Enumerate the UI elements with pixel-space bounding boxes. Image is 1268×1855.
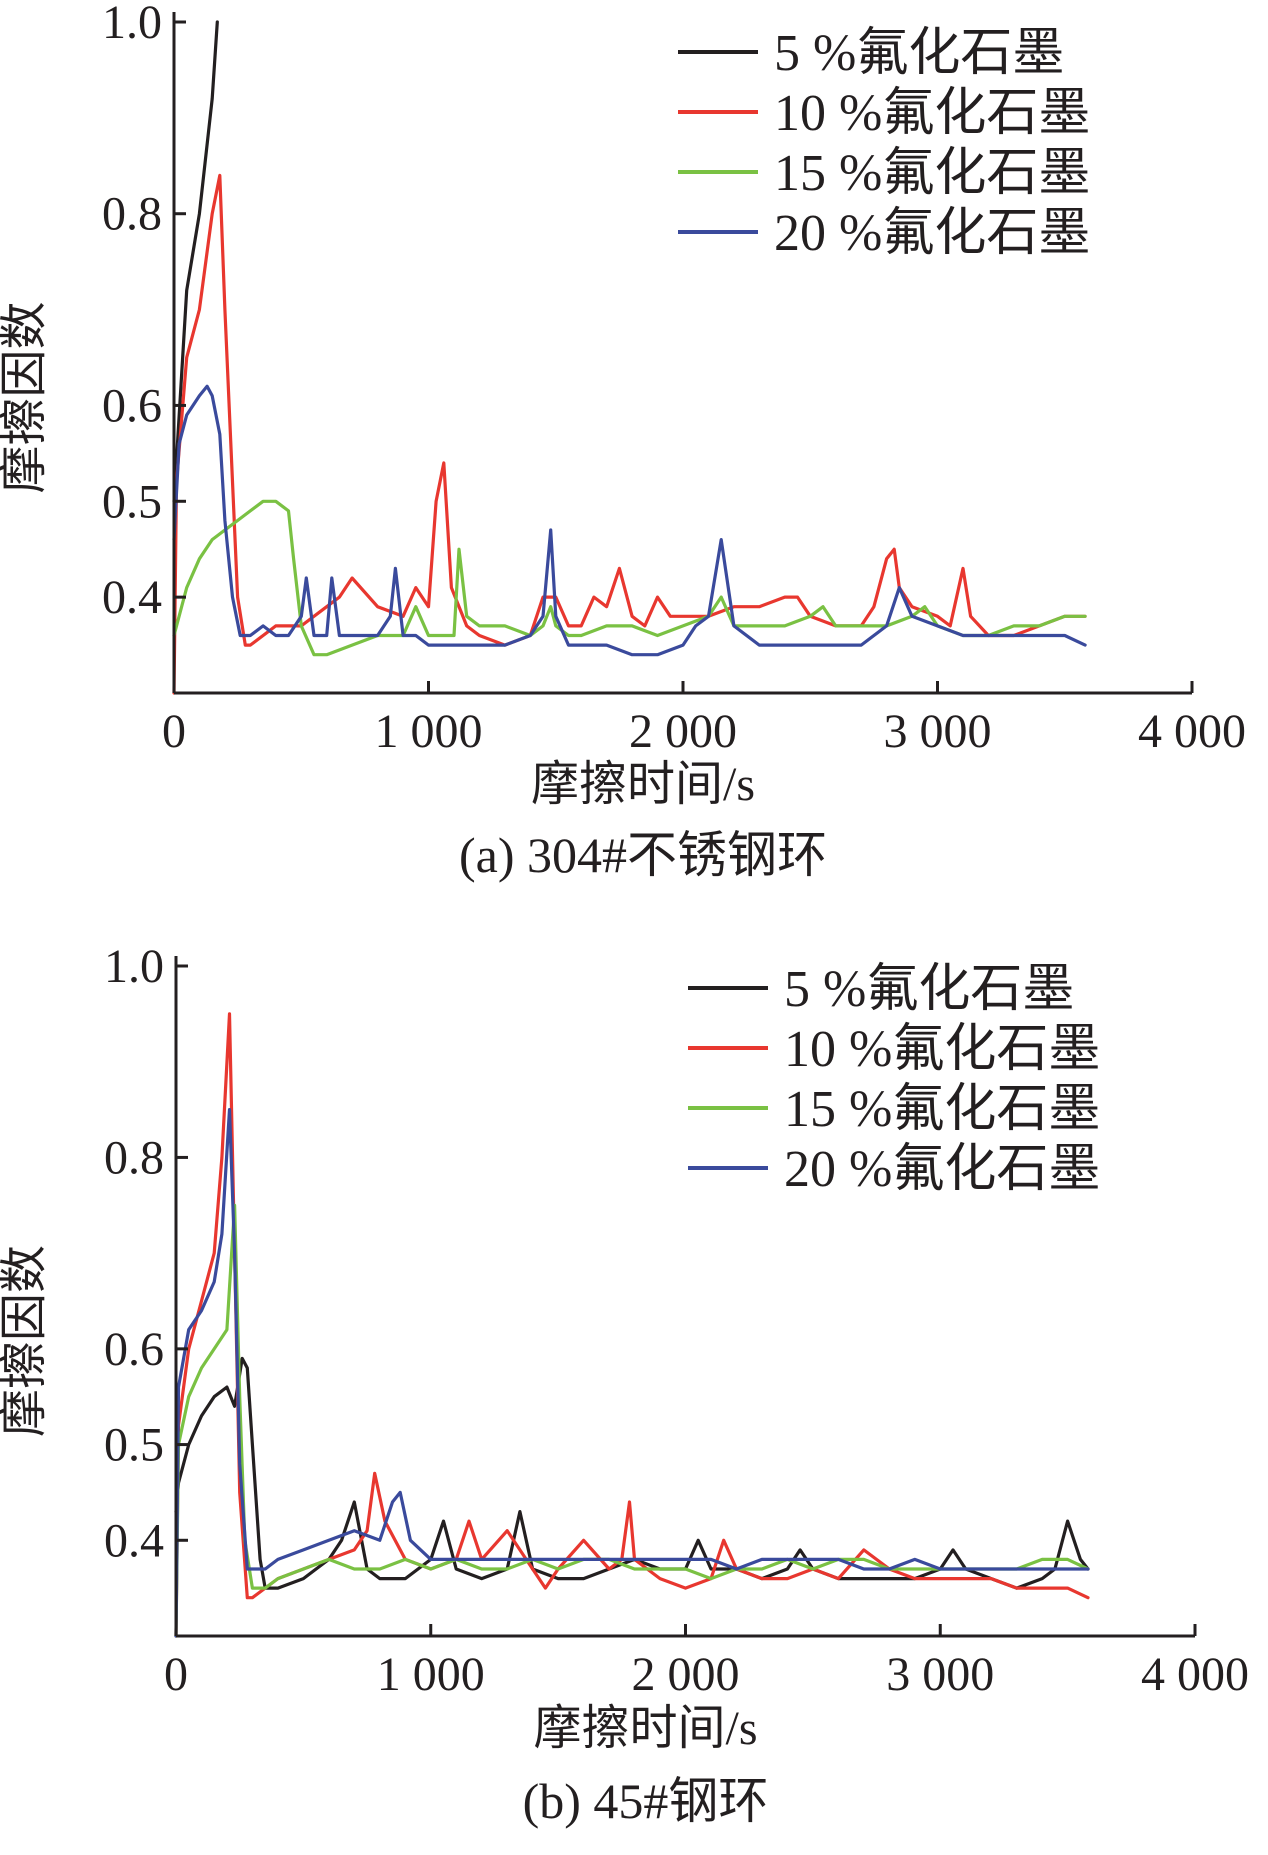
legend-label: 10 %氟化石墨 <box>784 1021 1100 1078</box>
y-axis-title: 摩擦因数 <box>0 1245 51 1437</box>
x-tick-label: 4 000 <box>1138 705 1246 758</box>
legend-label: 5 %氟化石墨 <box>774 25 1064 82</box>
y-tick-label: 0.4 <box>104 1514 164 1567</box>
series-line-3 <box>174 1203 1090 1638</box>
legend-label: 15 %氟化石墨 <box>774 145 1090 202</box>
y-tick-label: 0.4 <box>102 571 162 624</box>
y-tick-label: 0.5 <box>102 475 162 528</box>
series-line-4 <box>172 384 1087 657</box>
series-lines <box>172 20 1087 695</box>
x-tick-label: 1 000 <box>375 705 483 758</box>
chart-panel-b: 0.4 0.5 0.6 0.8 1.0 0 1 000 2 000 3 000 4 000 摩擦时间… <box>0 940 1249 1829</box>
series-line-1 <box>172 20 219 503</box>
x-tick-label: 1 000 <box>377 1648 485 1701</box>
x-axis-title: 摩擦时间/s <box>533 1702 757 1755</box>
y-tick-label: 1.0 <box>104 940 164 993</box>
y-tick-label: 0.8 <box>104 1131 164 1184</box>
y-tick-label: 0.5 <box>104 1419 164 1472</box>
x-tick-label: 0 <box>162 705 186 758</box>
chart-panel-a: 0.4 0.5 0.6 0.8 1.0 0 1 000 2 000 3 000 4 000 摩擦时间… <box>0 0 1246 883</box>
x-axis-title: 摩擦时间/s <box>531 758 755 811</box>
x-tick-label: 2 000 <box>632 1648 740 1701</box>
series-lines <box>174 1012 1090 1638</box>
series-line-2 <box>174 1012 1090 1638</box>
x-tick-label: 4 000 <box>1141 1648 1249 1701</box>
y-tick-label: 0.6 <box>104 1323 164 1376</box>
series-line-3 <box>172 499 1087 657</box>
x-tick-label: 3 000 <box>884 705 992 758</box>
y-tick-label: 0.6 <box>102 379 162 432</box>
x-tick-label: 3 000 <box>886 1648 994 1701</box>
panel-caption: (b) 45#钢环 <box>523 1773 769 1829</box>
y-tick-label: 0.8 <box>102 188 162 241</box>
x-tick-label: 2 000 <box>629 705 737 758</box>
y-axis-title: 摩擦因数 <box>0 301 51 493</box>
x-tick-label: 0 <box>164 1648 188 1701</box>
series-line-4 <box>174 1107 1090 1638</box>
legend-label: 20 %氟化石墨 <box>784 1141 1100 1198</box>
legend-label: 20 %氟化石墨 <box>774 205 1090 262</box>
axes: 0.4 0.5 0.6 0.8 1.0 0 1 000 2 000 3 000 4 000 <box>104 940 1249 1701</box>
series-line-1 <box>174 1356 1090 1590</box>
legend-label: 15 %氟化石墨 <box>784 1081 1100 1138</box>
panel-caption: (a) 304#不锈钢环 <box>459 827 827 883</box>
legend-label: 5 %氟化石墨 <box>784 961 1074 1018</box>
legend-label: 10 %氟化石墨 <box>774 85 1090 142</box>
axes: 0.4 0.5 0.6 0.8 1.0 0 1 000 2 000 3 000 4 000 <box>102 0 1246 758</box>
y-tick-label: 1.0 <box>102 0 162 49</box>
